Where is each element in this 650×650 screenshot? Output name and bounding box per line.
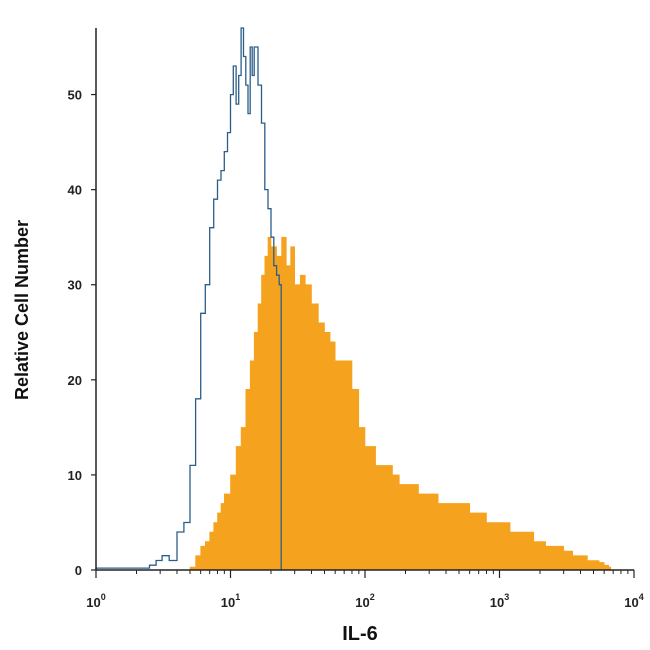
- x-tick-label-base: 10: [86, 595, 100, 610]
- x-tick-label-base: 10: [221, 595, 235, 610]
- x-tick-label: 100: [86, 592, 105, 610]
- y-tick-label: 50: [68, 88, 82, 103]
- y-axis-ticks: 0 10 20 30 40 50: [68, 88, 96, 578]
- y-tick-label: 40: [68, 183, 82, 198]
- x-tick-label-exponent: 2: [370, 592, 375, 602]
- x-tick-label-base: 10: [490, 595, 504, 610]
- x-tick-label: 101: [221, 592, 240, 610]
- il6-stained-histogram: [189, 236, 612, 571]
- y-tick-label: 30: [68, 278, 82, 293]
- x-tick-label-base: 10: [624, 595, 638, 610]
- isotype-control-histogram: [95, 27, 282, 570]
- x-tick-label-exponent: 0: [101, 592, 106, 602]
- x-tick-label-exponent: 4: [639, 592, 644, 602]
- x-axis-ticks: 100 101 102 103 104: [86, 570, 644, 610]
- x-tick-label-base: 10: [355, 595, 369, 610]
- x-tick-label: 103: [490, 592, 509, 610]
- y-tick-label: 20: [68, 373, 82, 388]
- x-axis-title: IL-6: [342, 623, 378, 645]
- y-tick-label: 0: [75, 563, 82, 578]
- x-tick-label-exponent: 3: [504, 592, 509, 602]
- x-tick-label: 104: [624, 592, 643, 610]
- y-tick-label: 10: [68, 468, 82, 483]
- x-tick-label-exponent: 1: [235, 592, 240, 602]
- x-tick-label: 102: [355, 592, 374, 610]
- y-axis-title: Relative Cell Number: [12, 220, 32, 400]
